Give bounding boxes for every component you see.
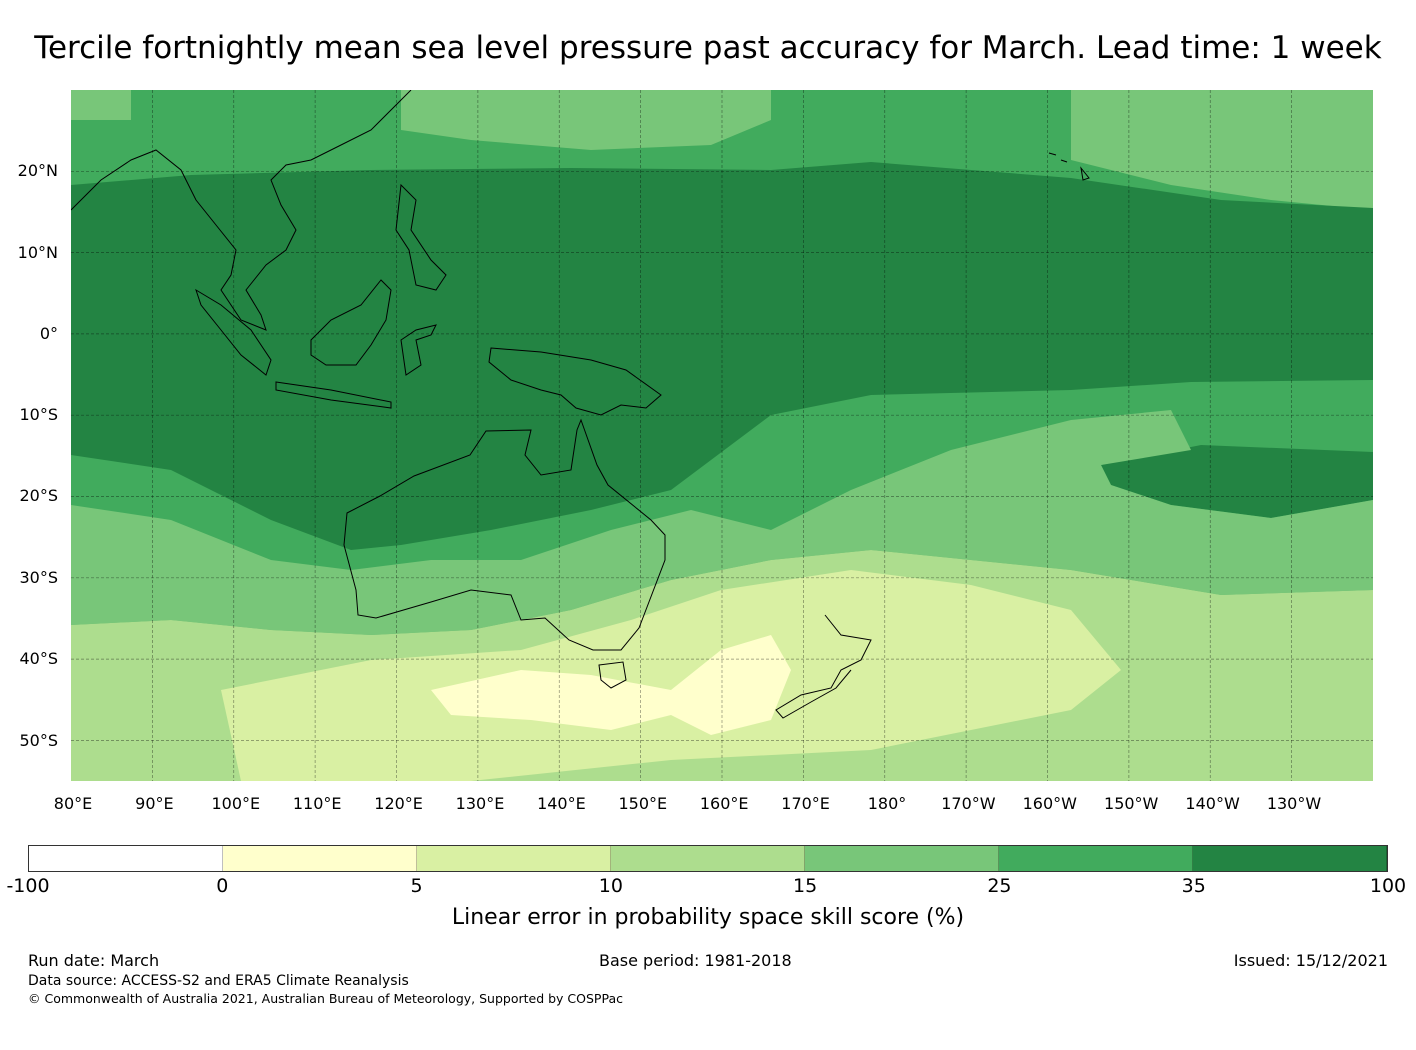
lon-label: 90°E — [135, 794, 174, 813]
tasmania-coastline — [598, 661, 627, 689]
lon-label: 100°E — [211, 794, 261, 813]
colorbar-tick-label: 5 — [410, 875, 423, 897]
lon-label: 80°E — [53, 794, 93, 813]
colorbar-tick-label: 35 — [1181, 875, 1206, 897]
region-5-10 — [221, 570, 1121, 781]
run-date: Run date: March — [28, 951, 160, 970]
lat-label: 40°S — [19, 649, 58, 668]
lat-label: 50°S — [19, 731, 58, 750]
colorbar — [28, 845, 1388, 872]
colorbar-label: Linear error in probability space skill … — [451, 905, 965, 930]
colorbar-tick-label: -100 — [6, 875, 50, 897]
skill-map — [71, 90, 1373, 781]
australia-coastline — [343, 418, 666, 651]
lon-label: 170°W — [941, 794, 996, 813]
issued-date: Issued: 15/12/2021 — [1233, 951, 1388, 970]
lat-label: 30°S — [19, 568, 58, 587]
colorbar-tick-label: 0 — [216, 875, 229, 897]
colorbar-segment — [29, 846, 223, 871]
borneo-coastline — [310, 279, 392, 366]
copyright: © Commonwealth of Australia 2021, Austra… — [28, 991, 623, 1006]
colorbar-segment — [1193, 846, 1387, 871]
lon-label: 110°E — [292, 794, 342, 813]
coastlines — [71, 90, 1090, 719]
lon-label: 120°E — [374, 794, 423, 813]
lon-label: 160°E — [699, 794, 749, 813]
colorbar-segment — [805, 846, 999, 871]
hawaii-coastline — [1048, 152, 1090, 181]
lon-label: 130°E — [455, 794, 505, 813]
lon-label: 150°W — [1104, 794, 1159, 813]
colorbar-segment — [223, 846, 417, 871]
colorbar-tick-label: 10 — [598, 875, 623, 897]
colorbar-tick-label: 100 — [1369, 875, 1407, 897]
lon-label: 140°W — [1185, 794, 1240, 813]
new-zealand-coastline — [775, 614, 872, 719]
chart-title: Tercile fortnightly mean sea level press… — [34, 30, 1382, 66]
base-period: Base period: 1981-2018 — [599, 951, 792, 970]
colorbar-segment — [417, 846, 611, 871]
lon-label: 160°W — [1022, 794, 1077, 813]
lon-label: 150°E — [618, 794, 668, 813]
lat-label: 20°S — [19, 486, 58, 505]
lon-label: 170°E — [781, 794, 830, 813]
sumatra-coastline — [195, 288, 272, 376]
region-15-25 — [71, 90, 1373, 210]
region-0-5 — [431, 635, 791, 735]
lat-label: 10°S — [19, 405, 58, 424]
gridlines — [71, 90, 1373, 781]
sulawesi-coastline — [400, 324, 437, 376]
region-35-100 — [71, 162, 1373, 550]
lon-label: 140°E — [537, 794, 586, 813]
java-coastline — [275, 381, 392, 409]
region-15-25 — [71, 410, 1373, 635]
lon-label: 130°W — [1266, 794, 1322, 813]
lon-label: 180° — [867, 794, 907, 813]
colorbar-tick-label: 25 — [987, 875, 1012, 897]
philippines-coastline — [395, 183, 447, 291]
lat-label: 0° — [39, 324, 58, 343]
asia-coastline — [71, 90, 412, 331]
colorbar-segment — [611, 846, 805, 871]
colorbar-tick-label: 15 — [793, 875, 818, 897]
colorbar-segment — [999, 846, 1193, 871]
data-source: Data source: ACCESS-S2 and ERA5 Climate … — [28, 973, 409, 989]
lat-label: 10°N — [17, 243, 58, 262]
new-guinea-coastline — [488, 347, 662, 416]
lat-label: 20°N — [17, 161, 58, 180]
